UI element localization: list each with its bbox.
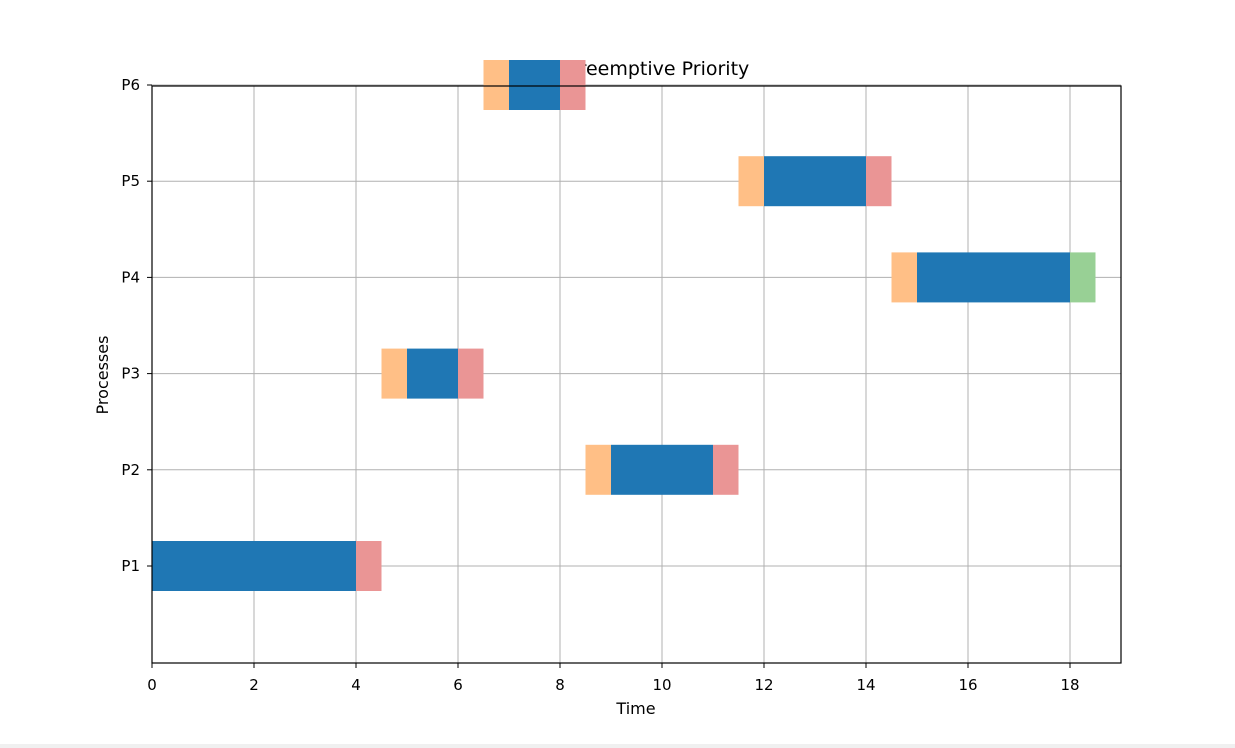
bar-p2-switch <box>713 444 739 495</box>
bar-p3-wait <box>381 348 407 399</box>
bar-p5-switch <box>866 156 892 207</box>
x-tick-label: 2 <box>249 676 259 694</box>
bar-p1-run <box>152 541 356 591</box>
x-tick-label: 16 <box>958 676 977 694</box>
x-tick-label: 10 <box>652 676 671 694</box>
bar-p4-finish <box>1070 252 1096 303</box>
bar-p2-wait <box>585 444 611 495</box>
bar-p3-run <box>407 348 458 399</box>
y-tick-label: P5 <box>121 172 140 190</box>
x-axis-label: Time <box>615 699 655 718</box>
bar-p6-run <box>509 60 560 110</box>
y-tick-label: P3 <box>121 365 140 383</box>
bar-p6-switch <box>560 60 586 110</box>
plot-frame <box>151 85 1122 664</box>
x-tick-label: 14 <box>856 676 875 694</box>
x-tick-label: 4 <box>351 676 361 694</box>
bar-p3-switch <box>458 348 484 399</box>
bar-p4-wait <box>891 252 917 303</box>
x-tick-label: 12 <box>754 676 773 694</box>
bar-segments <box>152 60 1096 591</box>
x-tick-label: 6 <box>453 676 463 694</box>
y-tick-label: P4 <box>121 268 140 286</box>
bar-p6-wait <box>483 60 509 110</box>
x-tick-label: 0 <box>147 676 157 694</box>
y-axis-label: Processes <box>93 336 112 415</box>
bar-p2-run <box>611 444 713 495</box>
bar-p5-wait <box>738 156 764 207</box>
x-axis-ticks: 0 2 4 6 8 10 12 14 16 18 <box>147 663 1080 694</box>
bar-p4-run <box>917 252 1070 303</box>
y-tick-label: P2 <box>121 461 140 479</box>
bar-p1-switch <box>356 541 382 591</box>
y-tick-label: P6 <box>121 76 140 94</box>
x-tick-label: 18 <box>1060 676 1079 694</box>
y-tick-label: P1 <box>121 557 140 575</box>
bar-p5-run <box>764 156 866 207</box>
x-tick-label: 8 <box>555 676 565 694</box>
window-bottom-edge <box>0 744 1235 748</box>
y-axis-ticks: P1 P2 P3 P4 P5 P6 <box>121 76 152 575</box>
